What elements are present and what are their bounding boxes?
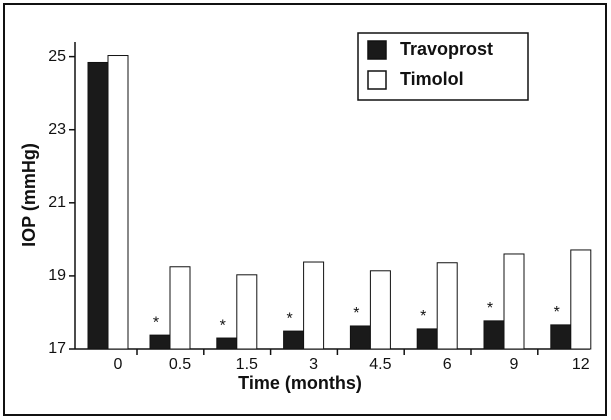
bar [550, 324, 572, 350]
x-tick-label: 12 [572, 356, 590, 373]
significance-mark: * [487, 300, 493, 317]
y-tick-label: 23 [48, 121, 66, 138]
x-tick-label: 1.5 [236, 356, 258, 373]
bar [436, 262, 458, 350]
bar [216, 337, 238, 350]
significance-mark: * [286, 310, 292, 327]
bar [303, 261, 325, 350]
bar [483, 320, 505, 350]
bar [107, 55, 129, 350]
frame [3, 3, 607, 416]
x-tick-label: 4.5 [369, 356, 391, 373]
significance-mark: * [554, 304, 560, 321]
y-tick-label: 25 [48, 48, 66, 65]
bar [369, 270, 391, 350]
y-tick-label: 17 [48, 340, 66, 357]
legend-label: Travoprost [400, 39, 493, 59]
x-tick-label: 6 [443, 356, 452, 373]
legend-swatch [367, 70, 387, 90]
bar [570, 249, 592, 350]
bar [416, 328, 438, 350]
bar [283, 330, 305, 350]
x-tick-label: 3 [309, 356, 318, 373]
x-tick-label: 0.5 [169, 356, 191, 373]
y-axis-label: IOP (mmHg) [19, 143, 39, 247]
bar [149, 334, 171, 350]
significance-mark: * [420, 308, 426, 325]
x-tick-label: 0 [114, 356, 123, 373]
y-tick-label: 21 [48, 194, 66, 211]
significance-mark: * [153, 314, 159, 331]
bar [349, 325, 371, 350]
significance-mark: * [220, 317, 226, 334]
significance-mark: * [353, 305, 359, 322]
bar [236, 274, 258, 350]
x-axis-label: Time (months) [238, 373, 362, 393]
bar [503, 253, 525, 350]
bar [87, 61, 109, 350]
legend-swatch [367, 40, 387, 60]
legend-label: Timolol [400, 69, 464, 89]
x-tick-label: 9 [510, 356, 519, 373]
bar [169, 266, 191, 350]
y-tick-label: 19 [48, 267, 66, 284]
